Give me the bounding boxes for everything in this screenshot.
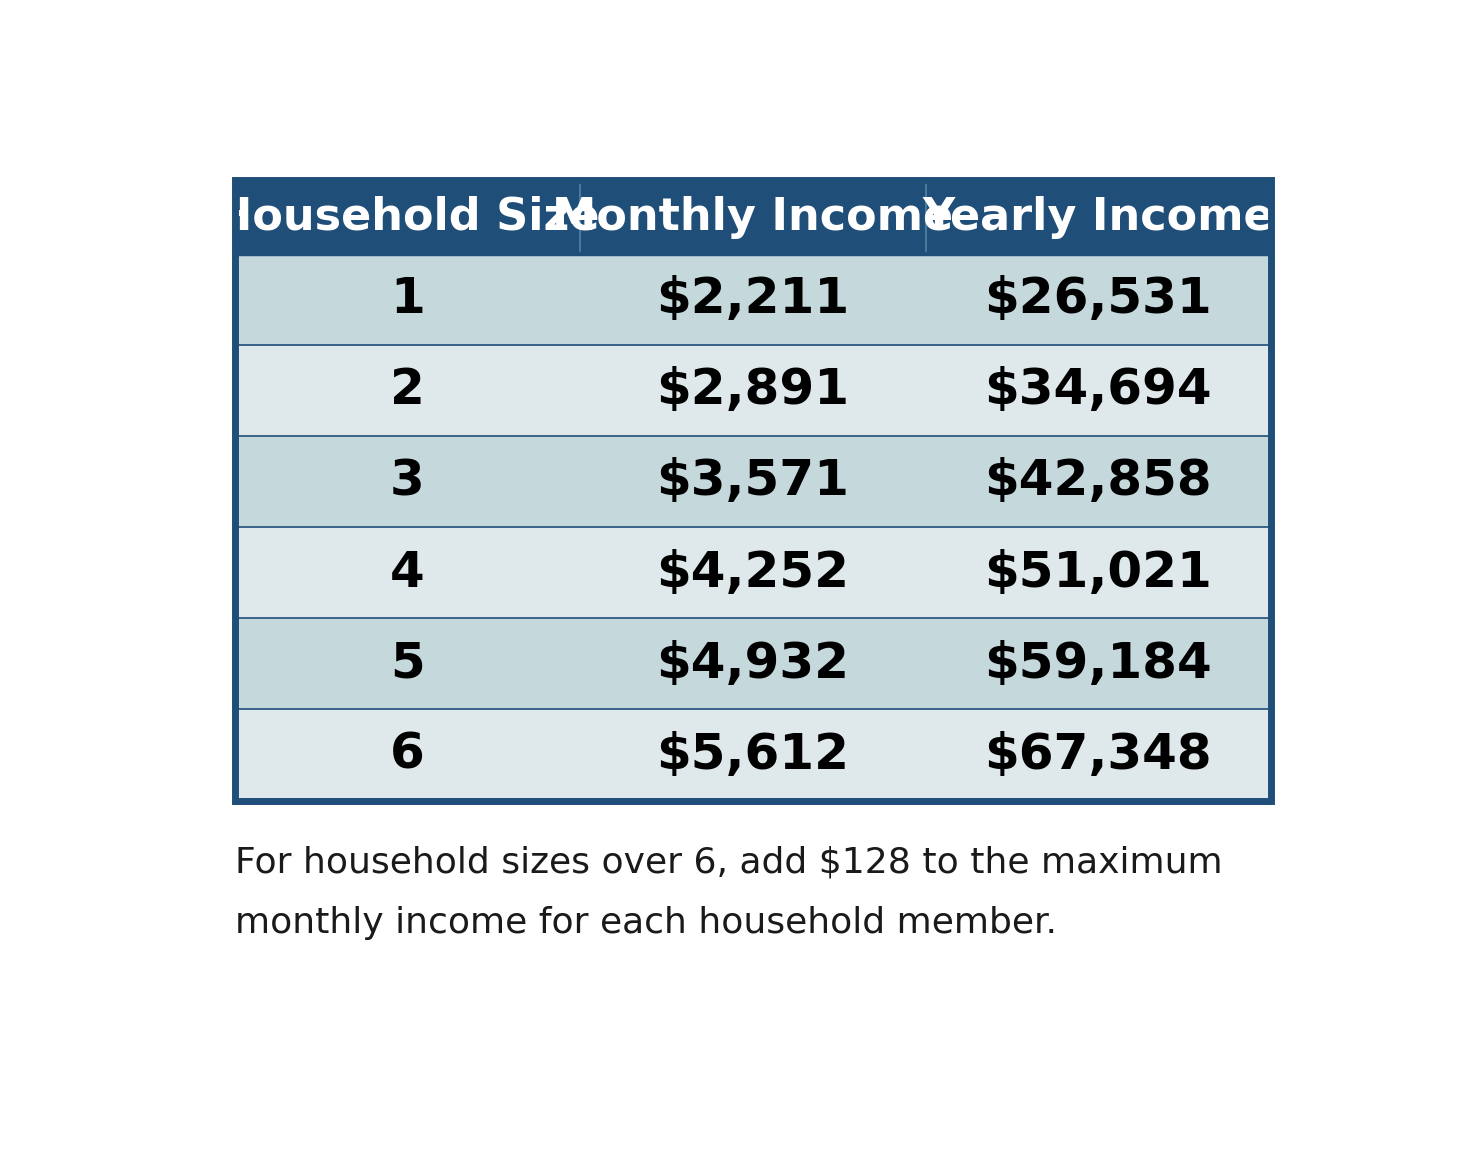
Bar xyxy=(235,527,1271,619)
Bar xyxy=(235,181,1271,801)
Text: Household Size: Household Size xyxy=(216,196,599,238)
Text: $51,021: $51,021 xyxy=(984,548,1212,596)
Text: 2: 2 xyxy=(391,366,425,414)
Text: 1: 1 xyxy=(391,275,425,323)
Text: $2,891: $2,891 xyxy=(657,366,849,414)
Bar xyxy=(235,619,1271,710)
Text: 5: 5 xyxy=(391,640,425,687)
Text: Yearly Income: Yearly Income xyxy=(923,196,1274,238)
Text: 3: 3 xyxy=(391,457,425,505)
Text: 4: 4 xyxy=(391,548,425,596)
Text: $5,612: $5,612 xyxy=(657,731,849,778)
Bar xyxy=(235,710,1271,801)
Text: $2,211: $2,211 xyxy=(657,275,849,323)
Text: 6: 6 xyxy=(391,731,425,778)
Text: Monthly Income: Monthly Income xyxy=(552,196,953,238)
Text: $34,694: $34,694 xyxy=(984,366,1212,414)
Text: $4,932: $4,932 xyxy=(657,640,849,687)
Text: $3,571: $3,571 xyxy=(657,457,849,505)
Text: $4,252: $4,252 xyxy=(657,548,849,596)
Text: $42,858: $42,858 xyxy=(984,457,1212,505)
Text: $26,531: $26,531 xyxy=(984,275,1212,323)
Bar xyxy=(235,253,1271,344)
Text: For household sizes over 6, add $128 to the maximum
monthly income for each hous: For household sizes over 6, add $128 to … xyxy=(235,845,1222,941)
Bar xyxy=(235,181,1271,253)
Bar xyxy=(235,436,1271,527)
Bar xyxy=(235,344,1271,436)
Text: $59,184: $59,184 xyxy=(984,640,1212,687)
Text: $67,348: $67,348 xyxy=(984,731,1212,778)
